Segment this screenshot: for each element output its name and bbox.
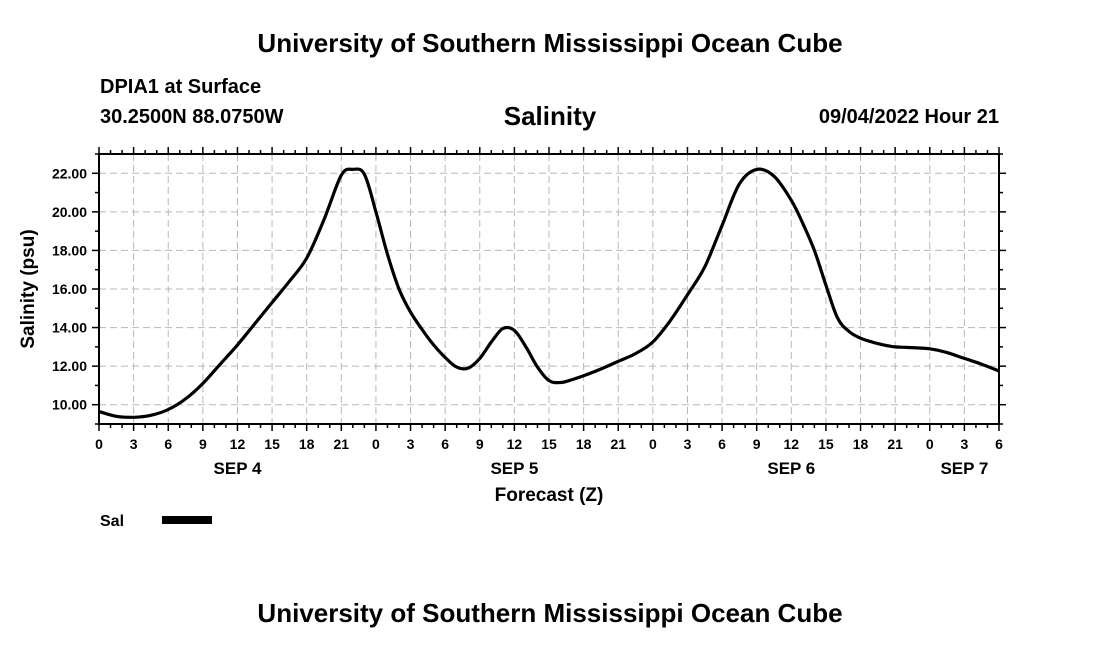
x-tick-label: 21 — [334, 436, 350, 452]
date-label: SEP 6 — [767, 459, 815, 478]
page-title: University of Southern Mississippi Ocean… — [257, 28, 843, 58]
x-tick-label: 12 — [507, 436, 523, 452]
x-tick-label: 9 — [476, 436, 484, 452]
station-label: DPIA1 at Surface — [100, 76, 262, 98]
x-tick-label: 3 — [130, 436, 138, 452]
x-tick-label: 12 — [784, 436, 800, 452]
x-tick-label: 12 — [230, 436, 246, 452]
x-tick-label: 9 — [199, 436, 207, 452]
y-tick-label: 10.00 — [52, 397, 87, 413]
x-tick-label: 0 — [926, 436, 934, 452]
x-tick-label: 21 — [887, 436, 903, 452]
x-tick-label: 3 — [407, 436, 415, 452]
x-tick-label: 18 — [853, 436, 869, 452]
coordinates-label: 30.2500N 88.0750W — [100, 106, 284, 128]
x-tick-label: 15 — [818, 436, 834, 452]
y-tick-label: 12.00 — [52, 358, 87, 374]
x-tick-label: 21 — [610, 436, 626, 452]
x-tick-label: 15 — [541, 436, 557, 452]
y-tick-label: 16.00 — [52, 281, 87, 297]
x-tick-label: 3 — [960, 436, 968, 452]
x-tick-label: 0 — [649, 436, 657, 452]
legend-label: Sal — [100, 513, 124, 530]
y-tick-label: 20.00 — [52, 204, 87, 220]
x-tick-label: 3 — [684, 436, 692, 452]
x-tick-label: 15 — [264, 436, 280, 452]
y-axis-title: Salinity (psu) — [18, 229, 39, 348]
y-tick-label: 18.00 — [52, 242, 87, 258]
x-tick-label: 9 — [753, 436, 761, 452]
x-tick-label: 6 — [995, 436, 1003, 452]
date-label: SEP 7 — [940, 459, 988, 478]
x-tick-label: 0 — [372, 436, 380, 452]
x-tick-label: 6 — [718, 436, 726, 452]
forecast-datetime: 09/04/2022 Hour 21 — [818, 106, 999, 128]
series-line-sal — [99, 167, 999, 419]
x-tick-label: 6 — [164, 436, 172, 452]
footer-title: University of Southern Mississippi Ocean… — [257, 598, 843, 628]
x-tick-label: 6 — [441, 436, 449, 452]
date-label: SEP 5 — [490, 459, 538, 478]
x-tick-label: 0 — [95, 436, 103, 452]
x-tick-label: 18 — [576, 436, 592, 452]
x-tick-label: 18 — [299, 436, 315, 452]
x-axis-title: Forecast (Z) — [495, 485, 604, 506]
y-tick-label: 22.00 — [52, 165, 87, 181]
y-tick-label: 14.00 — [52, 320, 87, 336]
date-label: SEP 4 — [214, 459, 262, 478]
chart-title: Salinity — [503, 101, 597, 131]
